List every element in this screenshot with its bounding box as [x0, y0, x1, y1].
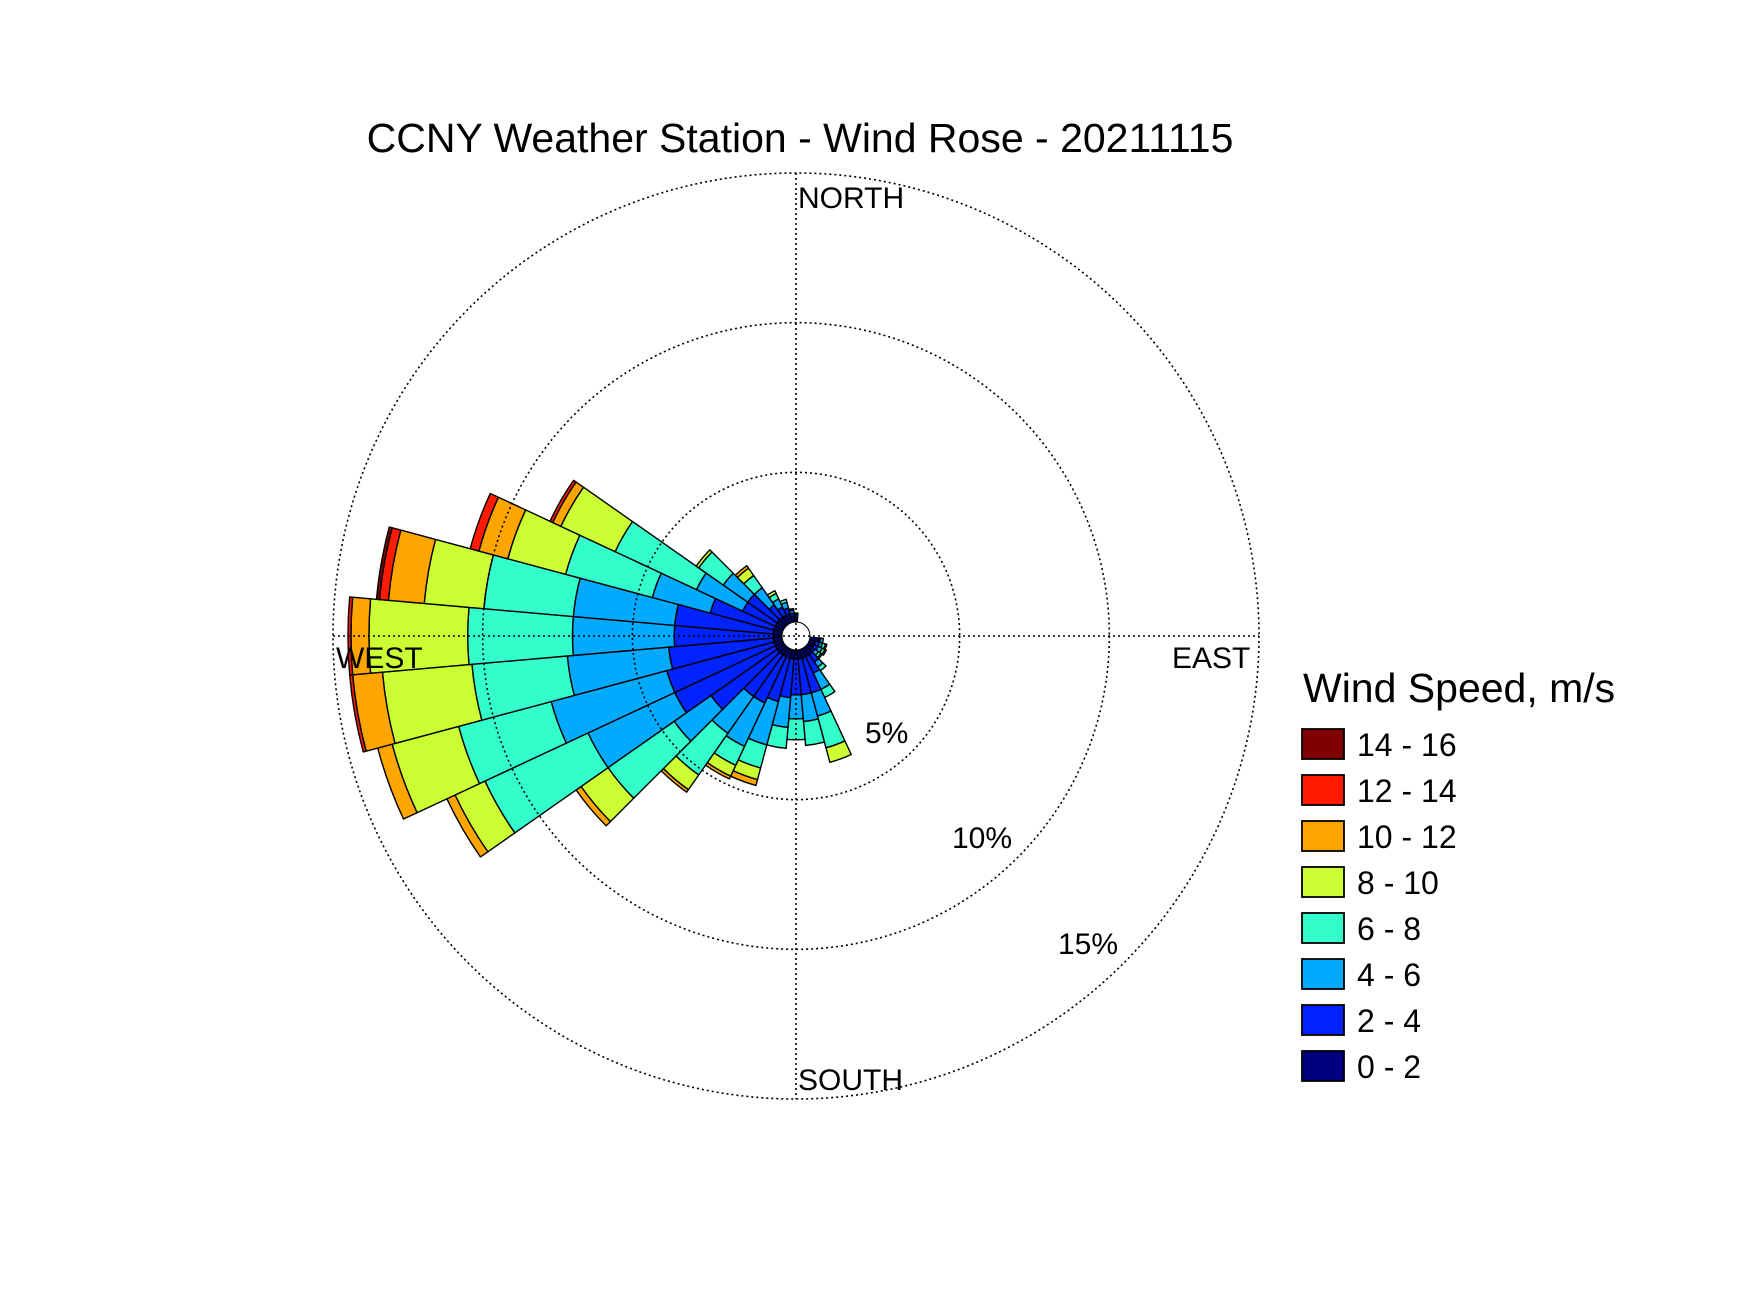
legend-label-12-14: 12 - 14 — [1357, 773, 1457, 809]
legend-label-8-10: 8 - 10 — [1357, 865, 1439, 901]
ring-label-10: 10% — [952, 822, 1012, 855]
polar-grid — [332, 172, 1260, 1100]
direction-label-north: NORTH — [798, 182, 904, 215]
sector-300-bin-12-14 — [549, 479, 577, 524]
sector-120-bin-8-10 — [821, 648, 828, 656]
sector-350-bin-6-8 — [788, 607, 795, 612]
legend-swatch-8-10 — [1301, 866, 1345, 898]
direction-label-east: EAST — [1172, 642, 1250, 675]
legend-title: Wind Speed, m/s — [1303, 665, 1615, 711]
legend: 14 - 16 12 - 14 10 - 12 8 - 10 6 - 8 4 - 6 2 -… — [1301, 727, 1457, 1085]
sector-330-bin-8-10 — [766, 590, 777, 599]
sector-320-bin-10-12 — [734, 564, 750, 579]
legend-swatch-12-14 — [1301, 774, 1345, 806]
sector-280-bin-14-16 — [375, 526, 393, 601]
legend-swatch-2-4 — [1301, 1004, 1345, 1036]
chart-title: CCNY Weather Station - Wind Rose - 20211… — [367, 115, 1234, 161]
ring-label-15: 15% — [1058, 928, 1118, 961]
sector-160-bin-8-10 — [825, 740, 852, 763]
center-hole — [781, 621, 811, 651]
legend-label-14-16: 14 - 16 — [1357, 727, 1457, 763]
legend-label-6-8: 6 - 8 — [1357, 911, 1421, 947]
legend-label-0-2: 0 - 2 — [1357, 1049, 1421, 1085]
legend-swatch-0-2 — [1301, 1050, 1345, 1082]
legend-label-10-12: 10 - 12 — [1357, 819, 1457, 855]
legend-swatch-4-6 — [1301, 958, 1345, 990]
direction-label-south: SOUTH — [798, 1064, 903, 1097]
legend-label-2-4: 2 - 4 — [1357, 1003, 1421, 1039]
sector-170-bin-6-8 — [802, 718, 826, 747]
sector-310-bin-8-10 — [695, 549, 713, 569]
sector-270-bin-12-14 — [347, 596, 354, 676]
legend-swatch-6-8 — [1301, 912, 1345, 944]
ring-label-5: 5% — [865, 717, 908, 750]
wind-sectors — [347, 479, 852, 858]
legend-swatch-14-16 — [1301, 728, 1345, 760]
sector-340-bin-6-8 — [779, 598, 788, 606]
legend-swatch-10-12 — [1301, 820, 1345, 852]
direction-label-west: WEST — [336, 642, 423, 675]
sector-290-bin-12-14 — [469, 492, 500, 552]
legend-label-4-6: 4 - 6 — [1357, 957, 1421, 993]
